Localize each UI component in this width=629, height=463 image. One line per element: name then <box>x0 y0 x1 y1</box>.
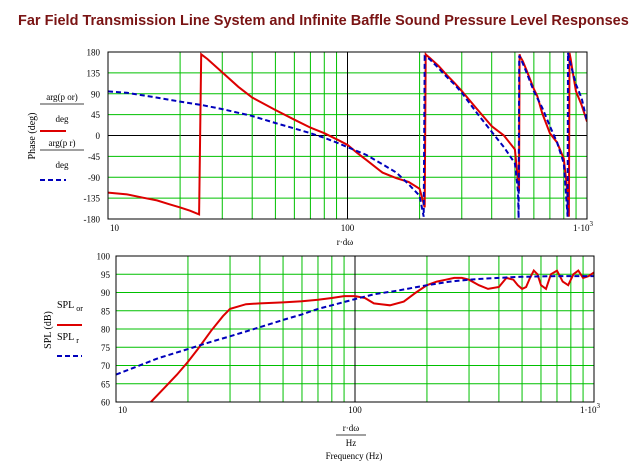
phase-y-tick-label: 90 <box>91 89 101 99</box>
phase-chart: -180 -135 -90 -45 0 45 90 135 180 10 100 1·103 Pha… <box>27 48 594 248</box>
phase-legend-or-numerator: arg(p or) <box>46 92 78 102</box>
phase-plot-frame <box>107 51 588 220</box>
phase-y-tick-label: 45 <box>91 110 101 120</box>
spl-legend: SPL or SPL r <box>57 300 83 357</box>
phase-y-ticks: -180 -135 -90 -45 0 45 90 135 180 <box>84 48 101 225</box>
phase-y-tick-label: -90 <box>88 173 100 183</box>
spl-x-tick-label: 100 <box>348 405 362 415</box>
spl-series-group <box>116 268 594 402</box>
phase-y-tick-label: -180 <box>84 215 101 225</box>
phase-y-tick-label: 0 <box>96 131 101 141</box>
spl-x-tick-label: 1·103 <box>580 402 601 415</box>
phase-y-tick-label: 135 <box>87 68 101 78</box>
phase-x-tick-label: 10 <box>110 223 120 233</box>
spl-y-axis-label: SPL (dB) <box>43 311 54 349</box>
spl-x-axis-label-numerator: r·dω <box>343 423 359 433</box>
phase-legend: arg(p or) deg arg(p r) deg <box>40 92 84 181</box>
spl-x-axis-caption: Frequency (Hz) <box>326 451 383 461</box>
spl-x-tick-label: 10 <box>118 405 128 415</box>
spl-y-tick-label: 100 <box>97 252 111 262</box>
phase-x-tick-label: 1·103 <box>573 220 594 233</box>
spl-x-ticks: 10 100 1·103 <box>118 402 601 415</box>
phase-grid <box>108 52 587 219</box>
spl-y-tick-label: 80 <box>101 325 111 335</box>
phase-series-solid-line <box>108 52 587 217</box>
spl-y-ticks: 60 65 70 75 80 85 90 95 100 <box>97 252 111 408</box>
phase-y-axis-label: Phase (deg) <box>27 113 38 160</box>
spl-y-tick-label: 75 <box>101 343 111 353</box>
spl-series-solid-line <box>150 268 594 402</box>
phase-x-ticks: 10 100 1·103 <box>110 220 594 233</box>
phase-legend-or-denominator: deg <box>56 114 69 124</box>
phase-series-dashed-line <box>108 52 587 219</box>
phase-legend-r-denominator: deg <box>56 160 69 170</box>
spl-legend-or-label: SPL or <box>57 300 83 313</box>
spl-plot-frame <box>115 255 595 403</box>
phase-x-axis-label-fragment: r·dω <box>337 237 353 247</box>
page-title: Far Field Transmission Line System and I… <box>18 13 629 29</box>
spl-x-axis-label-denominator: Hz <box>346 438 357 448</box>
spl-y-tick-label: 70 <box>101 361 111 371</box>
spl-y-tick-label: 95 <box>101 270 111 280</box>
phase-y-tick-label: -135 <box>84 194 101 204</box>
spl-legend-r-label: SPL r <box>57 332 79 345</box>
spl-grid <box>116 256 594 402</box>
spl-y-tick-label: 90 <box>101 288 111 298</box>
spl-y-tick-label: 65 <box>101 379 111 389</box>
phase-y-tick-label: -45 <box>88 152 100 162</box>
phase-legend-r-numerator: arg(p r) <box>48 138 75 148</box>
spl-series-dashed-line <box>116 275 594 376</box>
phase-y-tick-label: 180 <box>87 48 101 58</box>
spl-y-tick-label: 85 <box>101 306 111 316</box>
phase-x-tick-label: 100 <box>341 223 355 233</box>
spl-y-tick-label: 60 <box>101 398 111 408</box>
phase-series-group <box>108 52 587 219</box>
spl-x-axis-label: r·dω Hz Frequency (Hz) <box>326 423 383 461</box>
